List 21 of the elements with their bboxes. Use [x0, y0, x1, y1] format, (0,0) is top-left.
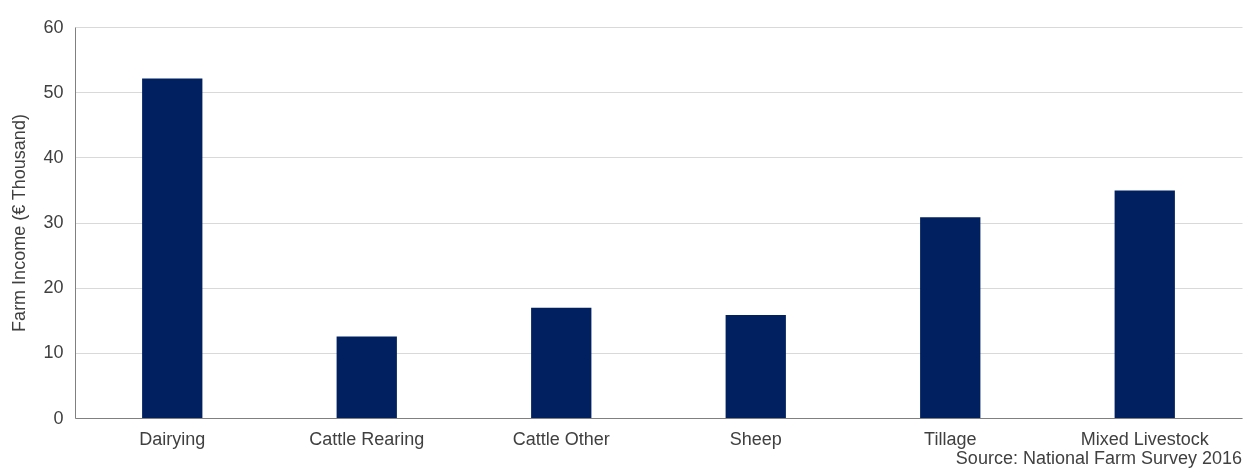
- y-tick-label: 0: [53, 407, 64, 428]
- bar: [142, 78, 203, 418]
- x-tick-label: Dairying: [139, 428, 206, 449]
- x-tick-label: Mixed Livestock: [1080, 428, 1210, 449]
- y-tick-label: 30: [43, 212, 64, 232]
- bar: [725, 315, 786, 418]
- bar: [1114, 190, 1175, 418]
- x-tick-label: Cattle Rearing: [309, 428, 425, 449]
- x-tick-label: Cattle Other: [512, 428, 610, 449]
- y-tick-label: 20: [43, 277, 64, 298]
- y-axis-title: Farm Income (€ Thousand): [9, 114, 30, 332]
- x-tick-label: Tillage: [924, 428, 977, 449]
- x-tick-label: Sheep: [729, 428, 782, 449]
- source-note: Source: National Farm Survey 2016: [955, 448, 1242, 468]
- bar: [336, 336, 397, 418]
- y-tick-label: 40: [43, 146, 64, 167]
- y-tick-label: 10: [43, 342, 64, 363]
- y-tick-label: 50: [43, 81, 64, 102]
- bar: [531, 307, 592, 418]
- y-tick-label: 60: [43, 16, 64, 37]
- bar: [920, 217, 981, 418]
